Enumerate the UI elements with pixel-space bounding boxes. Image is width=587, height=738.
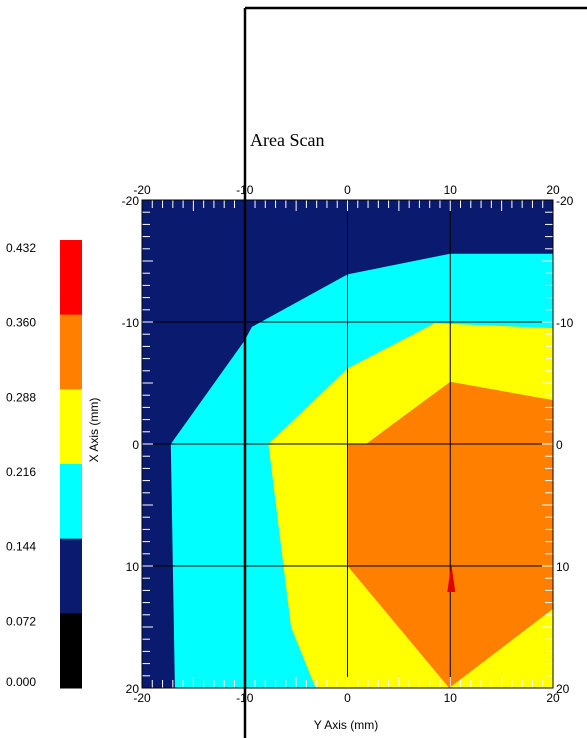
x-axis-title: Y Axis (mm) [314,718,378,732]
chart-title: Area Scan [250,130,324,150]
legend-swatch-0.072 [60,613,82,689]
x-tick-label-top: 10 [444,183,458,197]
legend-swatch-0.144 [60,538,82,614]
y-tick-label-left: 10 [126,560,140,574]
x-tick-label-bottom: -20 [133,691,151,705]
legend-label: 0.216 [6,465,36,479]
legend-label: 0.000 [6,675,36,689]
color-legend: 0.432 0.360 0.288 0.216 0.144 0.072 0.000 [6,240,82,689]
x-tick-label-top: 0 [344,183,351,197]
x-tick-label-top: -20 [133,183,151,197]
legend-label: 0.360 [6,316,36,330]
y-tick-label-right: -10 [556,316,574,330]
y-tick-label-right: 0 [556,438,563,452]
legend-swatch-0.288 [60,389,82,465]
x-tick-label-bottom: 0 [344,691,351,705]
y-tick-label-left: 20 [126,682,140,696]
x-tick-label-top: 20 [546,183,560,197]
legend-swatch-0.432 [60,240,82,316]
y-tick-label-left: 0 [132,438,139,452]
y-tick-label-left: -20 [122,194,140,208]
peak-marker [447,564,456,592]
y-tick-label-right: -20 [556,194,574,208]
y-tick-label-right: 10 [556,560,570,574]
legend-label: 0.288 [6,390,36,404]
x-tick-label-bottom: 20 [546,691,560,705]
y-axis-title: X Axis (mm) [87,398,101,463]
x-tick-label-bottom: 10 [444,691,458,705]
legend-swatch-0.360 [60,314,82,390]
y-tick-label-right: 20 [556,682,570,696]
plot-area [141,199,554,689]
plot-frame [141,199,554,689]
legend-label: 0.072 [6,614,36,628]
legend-label: 0.432 [6,241,36,255]
y-tick-label-left: -10 [122,316,140,330]
legend-swatch-0.216 [60,464,82,540]
legend-label: 0.144 [6,540,36,554]
